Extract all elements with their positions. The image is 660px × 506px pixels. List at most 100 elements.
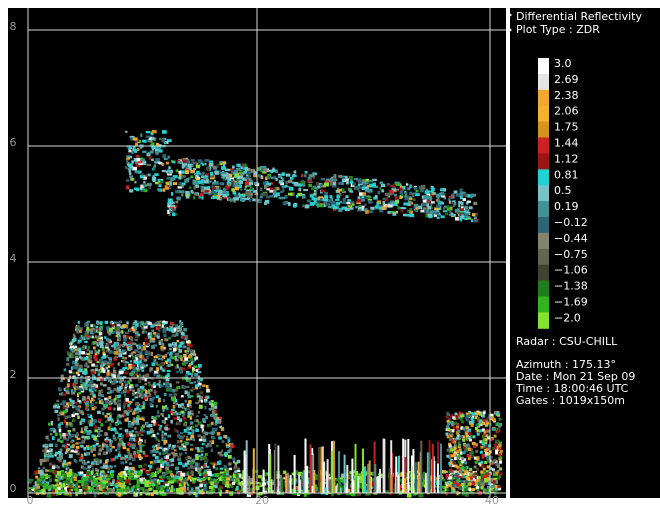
echo-pixel [420, 441, 422, 493]
echo-pixel [107, 413, 111, 415]
echo-pixel [103, 451, 106, 455]
echo-pixel [455, 217, 459, 221]
echo-pixel [172, 356, 176, 359]
echo-pixel [163, 334, 166, 338]
echo-pixel [375, 195, 378, 198]
echo-pixel [190, 444, 193, 446]
echo-pixel [98, 397, 101, 400]
echo-pixel [279, 180, 283, 183]
echo-pixel [497, 412, 500, 415]
echo-pixel [348, 205, 352, 207]
echo-pixel [95, 335, 97, 338]
echo-pixel [232, 482, 235, 485]
echo-pixel [188, 164, 192, 168]
echo-pixel [71, 450, 75, 453]
echo-pixel [75, 413, 79, 415]
echo-pixel [458, 204, 460, 208]
echo-pixel [78, 400, 80, 402]
echo-pixel [57, 476, 61, 480]
echo-pixel [140, 492, 143, 496]
echo-pixel [239, 184, 241, 186]
echo-pixel [150, 450, 153, 454]
echo-pixel [413, 199, 416, 201]
echo-pixel [341, 207, 346, 210]
echo-pixel [464, 213, 469, 215]
echo-pixel [226, 177, 230, 179]
echo-pixel [167, 205, 170, 207]
echo-pixel [172, 445, 176, 448]
echo-pixel [148, 174, 151, 177]
echo-pixel [327, 459, 329, 493]
echo-pixel [68, 379, 70, 382]
echo-pixel [159, 480, 164, 482]
echo-pixel [110, 448, 112, 452]
echo-pixel [88, 346, 90, 349]
echo-pixel [126, 489, 129, 491]
echo-pixel [437, 217, 440, 219]
echo-pixel [112, 420, 114, 422]
echo-pixel [187, 415, 190, 418]
echo-pixel [160, 346, 163, 350]
echo-pixel [199, 439, 203, 442]
echo-pixel [392, 212, 396, 216]
echo-pixel [457, 430, 460, 433]
echo-pixel [478, 479, 481, 482]
echo-pixel [147, 183, 152, 186]
echo-pixel [308, 177, 310, 179]
echo-pixel [119, 321, 122, 324]
echo-pixel [151, 338, 155, 340]
echo-pixel [183, 448, 187, 451]
echo-pixel [40, 459, 43, 462]
echo-pixel [132, 356, 134, 359]
echo-pixel [461, 483, 464, 486]
echo-pixel [173, 348, 176, 352]
echo-pixel [190, 470, 193, 474]
echo-pixel [250, 193, 253, 195]
echo-pixel [68, 422, 72, 425]
echo-pixel [467, 216, 471, 218]
echo-pixel [462, 475, 465, 478]
echo-pixel [108, 348, 110, 350]
echo-pixel [362, 186, 365, 189]
echo-pixel [139, 445, 142, 448]
echo-pixel [469, 488, 472, 491]
echo-pixel [91, 369, 94, 371]
echo-pixel [162, 170, 166, 172]
echo-pixel [409, 185, 411, 189]
echo-pixel [469, 473, 472, 476]
echo-pixel [91, 398, 93, 402]
echo-pixel [164, 440, 168, 444]
echo-pixel [84, 323, 87, 327]
echo-pixel [81, 418, 84, 420]
echo-pixel [132, 367, 135, 371]
echo-pixel [454, 202, 456, 205]
echo-pixel [50, 433, 52, 435]
echo-pixel [219, 186, 221, 189]
echo-pixel [235, 187, 239, 191]
echo-pixel [60, 455, 63, 457]
echo-pixel [480, 474, 483, 477]
echo-pixel [302, 205, 304, 208]
echo-pixel [173, 413, 177, 416]
echo-pixel [129, 425, 133, 427]
echo-pixel [85, 477, 88, 482]
echo-pixel [162, 485, 165, 489]
echo-pixel [112, 374, 116, 378]
echo-pixel [34, 470, 38, 473]
echo-pixel [130, 434, 132, 436]
echo-pixel [87, 414, 89, 416]
echo-pixel [229, 174, 233, 178]
echo-pixel [107, 417, 111, 421]
echo-pixel [451, 213, 453, 215]
echo-pixel [207, 396, 210, 399]
echo-pixel [156, 415, 159, 417]
echo-pixel [140, 405, 143, 408]
echo-pixel [62, 393, 66, 396]
echo-pixel [455, 473, 458, 476]
echo-pixel [383, 198, 386, 200]
echo-pixel [170, 489, 173, 492]
echo-pixel [154, 371, 158, 374]
echo-pixel [50, 429, 53, 432]
echo-pixel [184, 429, 187, 433]
echo-pixel [321, 178, 325, 180]
